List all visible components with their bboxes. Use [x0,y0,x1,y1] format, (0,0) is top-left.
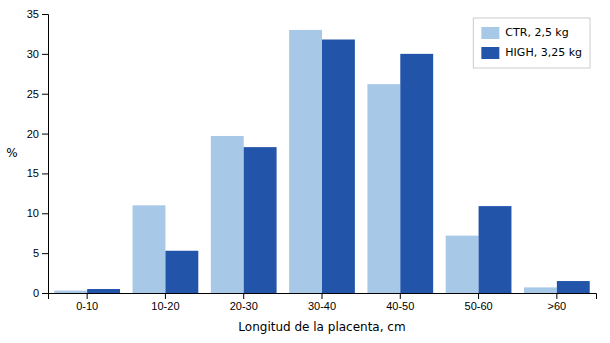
y-tick-mark [42,14,48,15]
x-tick-label: 40-50 [386,300,414,312]
bar [165,251,198,293]
x-tick-mark [165,293,166,299]
bars [54,30,589,293]
y-tick: 30 [27,48,48,60]
x-tick-mark [87,293,88,299]
y-tick-label: 20 [27,128,39,140]
x-tick-label: 50-60 [465,300,493,312]
y-tick-label: 0 [33,287,39,299]
legend-swatch [481,27,499,39]
y-tick-label: 5 [33,247,39,259]
y-tick-label: 25 [27,88,39,100]
chart: 0 5 10 15 20 25 30 35 0-10 10-20 20-30 30-40 40-50 50… [0,0,610,343]
bar [367,84,400,293]
x-tick-mark [243,293,244,299]
y-tick-mark [42,173,48,174]
bar [133,205,166,293]
legend-swatch [481,47,499,59]
x-tick: 20-30 [230,293,258,312]
x-tick: 0-10 [76,293,98,312]
y-tick-label: 30 [27,48,39,60]
x-tick-label: 0-10 [76,300,98,312]
x-axis: 0-10 10-20 20-30 30-40 40-50 50-60 >60 [49,293,597,312]
y-tick-mark [42,134,48,135]
bar [211,136,244,293]
y-axis-title: % [6,146,17,160]
y-tick-mark [42,253,48,254]
y-tick: 5 [33,247,48,259]
bar [400,54,433,293]
x-tick-label: 30-40 [308,300,336,312]
legend-label: CTR, 2,5 kg [505,26,568,39]
x-tick: 10-20 [151,293,179,312]
x-tick-mark [322,293,323,299]
x-tick-mark [556,293,557,299]
y-tick: 20 [27,128,48,140]
x-tick-mark [478,293,479,299]
x-axis-line [49,294,597,300]
x-tick: 30-40 [308,293,336,312]
legend-frame [473,18,590,68]
x-tick: 50-60 [465,293,493,312]
y-tick-mark [42,94,48,95]
x-tick-mark [400,293,401,299]
legend-item: HIGH, 3,25 kg [481,46,582,59]
x-tick: >60 [548,293,567,312]
y-axis-line [42,15,49,294]
y-tick-label: 10 [27,207,39,219]
legend: CTR, 2,5 kg HIGH, 3,25 kg [473,18,590,68]
bar [524,287,557,293]
y-axis: 0 5 10 15 20 25 30 35 [27,8,49,299]
x-tick-label: 20-30 [230,300,258,312]
legend-item: CTR, 2,5 kg [481,26,568,39]
bar [244,147,277,293]
bar [289,30,322,293]
y-tick-mark [42,213,48,214]
bar [54,291,87,293]
bar [557,281,590,293]
legend-label: HIGH, 3,25 kg [505,46,582,59]
bar [479,206,512,293]
y-tick: 15 [27,167,48,179]
bar [87,289,120,293]
y-tick: 25 [27,88,48,100]
bar-series [54,30,557,293]
y-tick-label: 35 [27,8,39,20]
y-tick-mark [42,293,48,294]
y-tick: 0 [33,287,48,299]
x-tick-label: >60 [548,300,567,312]
bar [322,40,355,293]
y-tick: 35 [27,8,48,20]
plot: 0 5 10 15 20 25 30 35 0-10 10-20 20-30 30-40 40-50 50… [27,8,597,312]
y-tick: 10 [27,207,48,219]
y-tick-mark [42,54,48,55]
bar-series [87,40,590,293]
y-tick-label: 15 [27,167,39,179]
x-axis-title: Longitud de la placenta, cm [238,320,405,334]
bar [446,236,479,293]
x-tick: 40-50 [386,293,414,312]
x-tick-label: 10-20 [151,300,179,312]
